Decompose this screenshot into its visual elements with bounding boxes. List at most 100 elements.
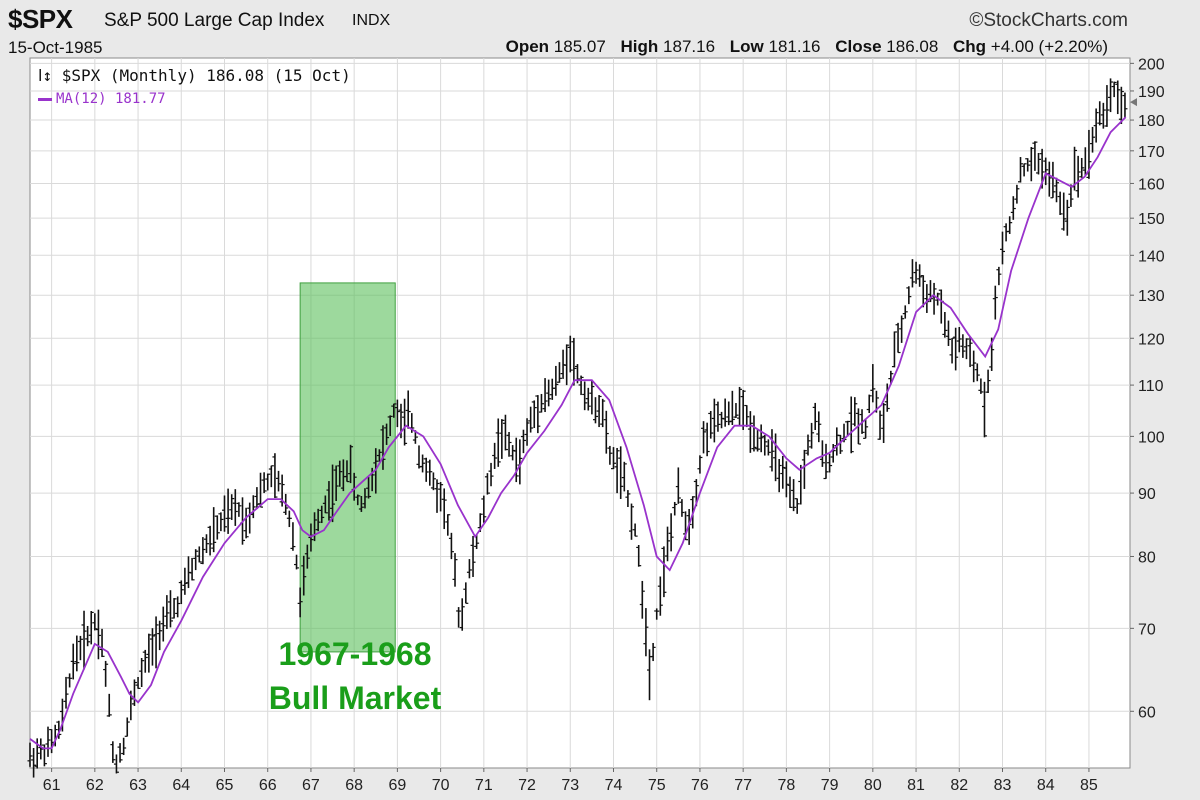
price-bar <box>830 444 836 463</box>
x-axis: 61 62 63 64 65 66 67 68 69 70 71 72 73 74 75 76 77 78 79 80… <box>43 768 1098 794</box>
price-bar <box>542 378 548 413</box>
annotation-line-1: 1967-1968 <box>278 636 432 672</box>
price-bar <box>290 522 296 551</box>
legend-price-text: $SPX (Monthly) 186.08 (15 Oct) <box>61 66 351 85</box>
x-tick-label: 61 <box>43 777 61 794</box>
price-bar <box>95 609 101 660</box>
price-bar <box>236 502 242 517</box>
bull-market-annotation: 1967-1968 Bull Market <box>250 632 460 720</box>
price-bar <box>164 595 170 630</box>
price-bar <box>139 657 145 687</box>
price-bar <box>149 628 155 666</box>
price-bar <box>74 635 80 672</box>
price-bar <box>135 677 141 689</box>
price-bar <box>481 495 487 523</box>
price-bar <box>380 425 386 470</box>
x-tick-label: 64 <box>172 777 190 794</box>
price-bar <box>1115 80 1121 115</box>
y-axis: 60 70 80 90 100 110 120 130 140 150 160 170 180 190 20… <box>1130 56 1165 721</box>
price-bar <box>672 501 678 516</box>
price-bar <box>801 449 807 489</box>
index-type: INDX <box>352 12 391 29</box>
price-bar <box>297 587 303 618</box>
price-bar <box>963 338 969 360</box>
price-bar <box>578 375 584 396</box>
price-bar <box>31 747 37 778</box>
price-bar <box>744 404 750 428</box>
price-bar <box>232 489 238 526</box>
price-bar <box>715 401 721 432</box>
price-bar <box>427 459 433 486</box>
legend-ma: MA(12) 181.77 <box>38 91 166 107</box>
price-bar <box>697 455 703 474</box>
legend-price: ⅼ↕ $SPX (Monthly) 186.08 (15 Oct) <box>38 66 351 85</box>
price-bar <box>654 608 660 620</box>
price-bar <box>913 261 919 284</box>
price-bar <box>157 620 163 651</box>
price-bar <box>459 598 465 631</box>
price-bar <box>1028 147 1034 182</box>
price-bar <box>99 628 105 658</box>
price-bar <box>884 383 890 412</box>
price-bar <box>610 447 616 470</box>
price-bar <box>229 494 235 520</box>
price-bar <box>747 411 753 453</box>
ticker-symbol: $SPX <box>8 4 73 34</box>
price-bar <box>751 415 757 452</box>
x-tick-label: 67 <box>302 777 320 794</box>
price-bar <box>967 336 973 368</box>
price-bar <box>607 445 613 465</box>
price-bar <box>258 472 264 508</box>
x-tick-label: 63 <box>129 777 147 794</box>
price-bar <box>110 741 116 763</box>
price-bar <box>625 490 631 508</box>
price-bar <box>632 523 638 537</box>
chg-label: Chg <box>953 37 987 56</box>
price-bar <box>787 476 793 508</box>
price-bar <box>56 720 62 739</box>
price-bar <box>769 429 775 472</box>
price-bar <box>203 534 209 554</box>
price-bar <box>765 439 771 456</box>
price-bar <box>589 381 595 415</box>
price-bar <box>556 362 562 383</box>
price-bar <box>827 453 833 473</box>
price-bar <box>985 369 991 394</box>
price-bar <box>866 394 872 414</box>
price-bar <box>171 598 177 619</box>
y-tick-label: 60 <box>1138 704 1156 721</box>
price-bar <box>762 435 768 456</box>
price-bar <box>63 676 69 709</box>
price-bar <box>870 364 876 403</box>
price-bars <box>27 78 1128 778</box>
price-bar <box>117 743 123 763</box>
price-bar <box>484 473 490 495</box>
price-bar <box>146 633 152 673</box>
price-bar <box>708 410 714 439</box>
price-bar <box>956 327 962 353</box>
price-bar <box>582 381 588 411</box>
price-bar <box>675 467 681 504</box>
price-bar <box>103 660 109 687</box>
price-bar <box>848 396 854 454</box>
moving-average-line <box>29 116 1127 750</box>
price-bar <box>729 390 735 425</box>
price-bar <box>902 305 908 319</box>
price-bar <box>301 555 307 596</box>
x-tick-label: 69 <box>388 777 406 794</box>
open-value: 185.07 <box>553 37 606 56</box>
x-tick-label: 62 <box>86 777 104 794</box>
price-bar <box>268 465 274 488</box>
price-bar <box>906 286 912 305</box>
price-bar <box>438 481 444 512</box>
price-bar <box>564 344 570 386</box>
price-bar <box>362 488 368 509</box>
y-tick-label: 130 <box>1138 288 1165 305</box>
price-bar <box>1111 81 1117 98</box>
price-bar <box>1079 157 1085 178</box>
price-bar <box>877 410 883 440</box>
price-bar <box>949 337 955 364</box>
price-bar <box>722 398 728 427</box>
price-bar <box>452 553 458 587</box>
y-tick-label: 180 <box>1138 113 1165 130</box>
